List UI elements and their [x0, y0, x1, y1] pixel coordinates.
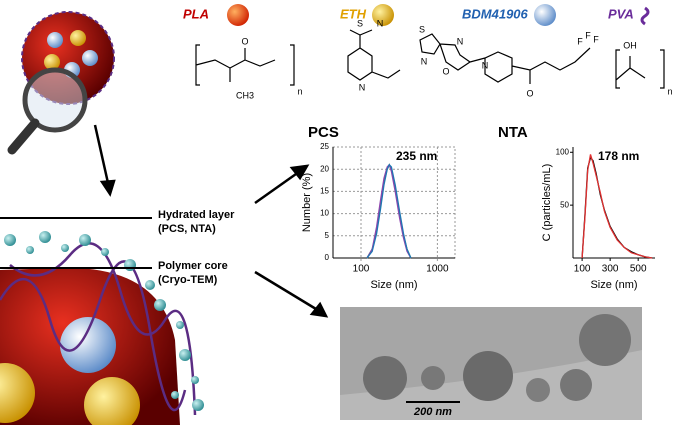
y-axis-label: C (particles/mL) [541, 164, 553, 242]
y-tick-label: 20 [320, 164, 329, 173]
x-axis-label: Size (nm) [590, 279, 637, 291]
atom-label: S [419, 24, 425, 34]
atom-label: OH [623, 40, 637, 50]
atom-label: O [526, 88, 533, 98]
atom-label: CH3 [236, 90, 254, 100]
hydrated-methods: (PCS, NTA) [158, 223, 216, 235]
chart-title: NTA [498, 124, 528, 141]
y-axis-label: Number (%) [301, 173, 313, 232]
tem-image [340, 307, 642, 420]
x-tick-label: 1000 [426, 264, 449, 275]
pla-label: PLA [183, 6, 209, 21]
pla-sphere [227, 4, 249, 26]
bdm-label: BDM41906 [462, 6, 529, 21]
atom-label: N [482, 60, 489, 70]
atom-label: N [457, 36, 464, 46]
pva-label: PVA [608, 6, 634, 21]
x-tick-label: 300 [602, 264, 619, 275]
y-tick-label: 15 [320, 187, 329, 196]
y-tick-label: 25 [320, 142, 329, 151]
hydrated-label: Hydrated layer [158, 209, 235, 221]
x-tick-label: 100 [574, 264, 591, 275]
atom-label: N [377, 18, 384, 28]
arrows [93, 124, 329, 318]
x-tick-label: 100 [353, 264, 370, 275]
scale-bar-label: 200 nm [413, 406, 452, 418]
y-tick-label: 10 [320, 209, 329, 218]
y-tick-label: 100 [556, 147, 570, 156]
atom-label: O [241, 36, 248, 46]
eth-label: ETH [340, 6, 367, 21]
core-methods: (Cryo-TEM) [158, 274, 218, 286]
atom-label: F [593, 34, 599, 44]
eth-sphere [372, 4, 394, 26]
atom-label: F [585, 30, 591, 40]
chart-title: PCS [308, 124, 339, 141]
y-tick-label: 50 [560, 200, 569, 209]
atom-label: N [359, 82, 366, 92]
atom-label: n [667, 86, 672, 96]
atom-label: F [577, 36, 583, 46]
y-tick-label: 0 [325, 253, 330, 262]
annotation: 178 nm [598, 149, 639, 163]
y-tick-label: 5 [325, 231, 330, 240]
atom-label: N [421, 56, 428, 66]
annotation: 235 nm [396, 149, 437, 163]
atom-label: n [297, 86, 302, 96]
nanoparticle-icon [7, 11, 115, 155]
x-tick-label: 500 [630, 264, 647, 275]
plot-frame [332, 146, 456, 259]
pva-squiggle [640, 6, 650, 26]
data-line [581, 156, 653, 259]
atom-label: O [442, 66, 449, 76]
bdm-sphere [534, 4, 556, 26]
core-label: Polymer core [158, 260, 228, 272]
data-line [366, 163, 412, 259]
data-line [581, 154, 653, 259]
atom-label: S [357, 18, 363, 28]
structures [195, 29, 665, 89]
x-axis-label: Size (nm) [370, 279, 417, 291]
cross-section [0, 217, 204, 425]
